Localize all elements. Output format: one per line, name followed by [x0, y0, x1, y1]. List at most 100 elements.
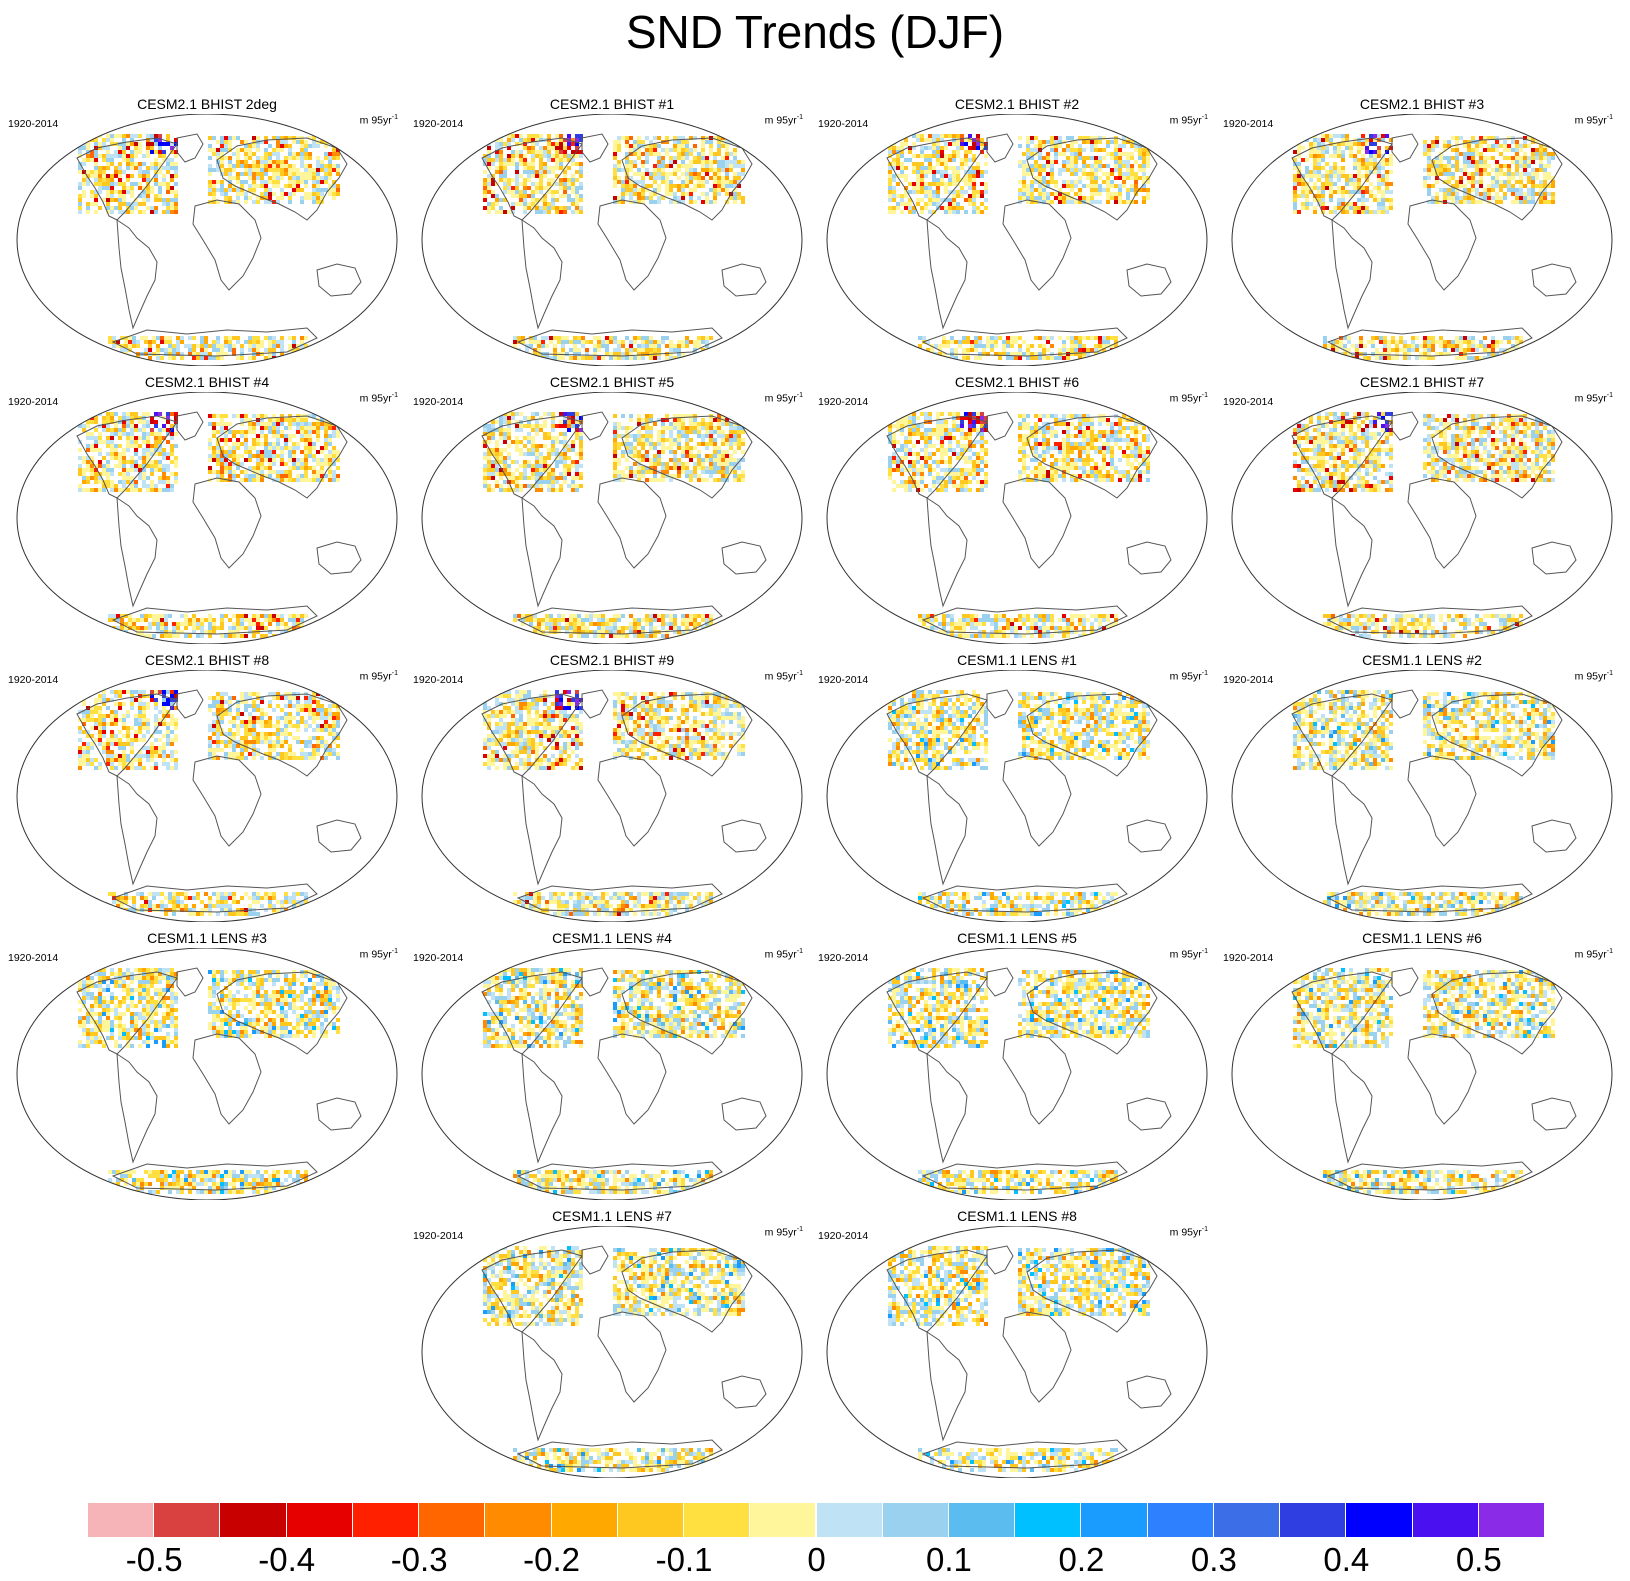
- world-map: [16, 392, 398, 644]
- units-text: m 95yr: [764, 670, 797, 683]
- units-exponent: -1: [796, 670, 803, 677]
- map-boundary: [16, 670, 398, 922]
- world-map: [826, 392, 1208, 644]
- units-exponent: -1: [796, 392, 803, 399]
- map-boundary: [826, 1226, 1208, 1478]
- panel-period: 1920-2014: [8, 118, 59, 130]
- panel-title: CESM1.1 LENS #1: [957, 652, 1077, 668]
- panel-title: CESM2.1 BHIST #7: [1359, 374, 1485, 390]
- colorbar-cell: [220, 1503, 287, 1537]
- panel-title: CESM1.1 LENS #3: [147, 930, 267, 946]
- world-map: [826, 670, 1208, 922]
- units-text: m 95yr: [359, 392, 392, 405]
- map-boundary: [421, 670, 803, 922]
- units-text: m 95yr: [764, 392, 797, 405]
- world-map: [421, 392, 803, 644]
- colorbar-tick-label: -0.2: [523, 1541, 581, 1578]
- panel-units: m 95yr-1: [360, 946, 398, 961]
- panel-period: 1920-2014: [1223, 118, 1274, 130]
- panel-units: m 95yr-1: [360, 668, 398, 683]
- map-panel: CESM1.1 LENS #7 1920-2014 m 95yr-1: [413, 1208, 811, 1478]
- panel-title: CESM1.1 LENS #7: [552, 1208, 672, 1224]
- map-boundary: [826, 948, 1208, 1200]
- world-map: [826, 1226, 1208, 1478]
- panel-title: CESM2.1 BHIST #6: [954, 374, 1080, 390]
- panel-title: CESM2.1 BHIST #2: [954, 96, 1080, 112]
- map-boundary: [1231, 948, 1613, 1200]
- figure-title: SND Trends (DJF): [625, 6, 1005, 58]
- map-panel: CESM2.1 BHIST #7 1920-2014 m 95yr-1: [1223, 374, 1621, 644]
- map-boundary: [1231, 670, 1613, 922]
- colorbar-cell: [551, 1503, 618, 1537]
- colorbar-cell: [154, 1503, 221, 1537]
- map-panel: CESM2.1 BHIST #8 1920-2014 m 95yr-1: [8, 652, 406, 922]
- panel-units: m 95yr-1: [1575, 390, 1613, 405]
- units-exponent: -1: [391, 392, 398, 399]
- map-boundary: [16, 392, 398, 644]
- map-panel: CESM2.1 BHIST 2deg 1920-2014 m 95yr-1: [8, 96, 406, 366]
- panel-units: m 95yr-1: [1575, 112, 1613, 127]
- map-panel: CESM1.1 LENS #3 1920-2014 m 95yr-1: [8, 930, 406, 1200]
- panel-units: m 95yr-1: [765, 1224, 803, 1239]
- colorbar-cell: [1280, 1503, 1347, 1537]
- colorbar-cell: [1346, 1503, 1413, 1537]
- colorbar-cell: [352, 1503, 420, 1537]
- units-text: m 95yr: [359, 114, 392, 127]
- colorbar-cell: [684, 1503, 751, 1537]
- world-map: [1231, 392, 1613, 644]
- world-map: [421, 114, 803, 366]
- world-map: [16, 114, 398, 366]
- panel-title: CESM2.1 BHIST #3: [1359, 96, 1485, 112]
- colorbar-tick-label: -0.1: [655, 1541, 713, 1578]
- panel-period: 1920-2014: [8, 952, 59, 964]
- panel-units: m 95yr-1: [1170, 946, 1208, 961]
- panel-title: CESM1.1 LENS #6: [1362, 930, 1482, 946]
- units-exponent: -1: [391, 670, 398, 677]
- panel-units: m 95yr-1: [360, 112, 398, 127]
- panel-period: 1920-2014: [413, 952, 464, 964]
- panel-title: CESM1.1 LENS #5: [957, 930, 1077, 946]
- colorbar-tick-label: 0.3: [1190, 1541, 1237, 1578]
- map-boundary: [16, 114, 398, 366]
- units-text: m 95yr: [1574, 392, 1607, 405]
- map-panel: CESM1.1 LENS #8 1920-2014 m 95yr-1: [818, 1208, 1216, 1478]
- colorbar-tick-label: 0: [807, 1541, 826, 1578]
- panel-period: 1920-2014: [818, 952, 869, 964]
- panel-units: m 95yr-1: [1170, 390, 1208, 405]
- panel-title: CESM2.1 BHIST #5: [549, 374, 675, 390]
- map-boundary: [1231, 392, 1613, 644]
- map-panel: CESM1.1 LENS #4 1920-2014 m 95yr-1: [413, 930, 811, 1200]
- map-panel: CESM1.1 LENS #6 1920-2014 m 95yr-1: [1223, 930, 1621, 1200]
- world-map: [1231, 948, 1613, 1200]
- units-text: m 95yr: [764, 1226, 797, 1239]
- units-exponent: -1: [1201, 670, 1208, 677]
- panel-title: CESM1.1 LENS #4: [552, 930, 672, 946]
- map-panel: CESM2.1 BHIST #2 1920-2014 m 95yr-1: [818, 96, 1216, 366]
- colorbar: [88, 1503, 1545, 1537]
- map-boundary: [1231, 114, 1613, 366]
- panel-title: CESM2.1 BHIST 2deg: [137, 96, 277, 112]
- panel-units: m 95yr-1: [1575, 946, 1613, 961]
- units-exponent: -1: [1606, 670, 1613, 677]
- units-text: m 95yr: [359, 670, 392, 683]
- colorbar-cell: [485, 1503, 552, 1537]
- panel-units: m 95yr-1: [765, 668, 803, 683]
- panel-title: CESM2.1 BHIST #1: [549, 96, 675, 112]
- panel-units: m 95yr-1: [1170, 1224, 1208, 1239]
- units-exponent: -1: [1201, 948, 1208, 955]
- panel-units: m 95yr-1: [765, 946, 803, 961]
- units-exponent: -1: [1606, 948, 1613, 955]
- panel-period: 1920-2014: [413, 674, 464, 686]
- panel-period: 1920-2014: [413, 396, 464, 408]
- units-exponent: -1: [1606, 114, 1613, 121]
- panel-title: CESM2.1 BHIST #9: [549, 652, 675, 668]
- colorbar-cell: [617, 1503, 685, 1537]
- world-map: [826, 948, 1208, 1200]
- colorbar-cell: [88, 1503, 155, 1537]
- colorbar-cell: [1412, 1503, 1479, 1537]
- units-text: m 95yr: [1169, 670, 1202, 683]
- panel-units: m 95yr-1: [1170, 112, 1208, 127]
- panel-units: m 95yr-1: [765, 390, 803, 405]
- colorbar-tick-label: 0.1: [926, 1541, 972, 1578]
- panel-period: 1920-2014: [818, 396, 869, 408]
